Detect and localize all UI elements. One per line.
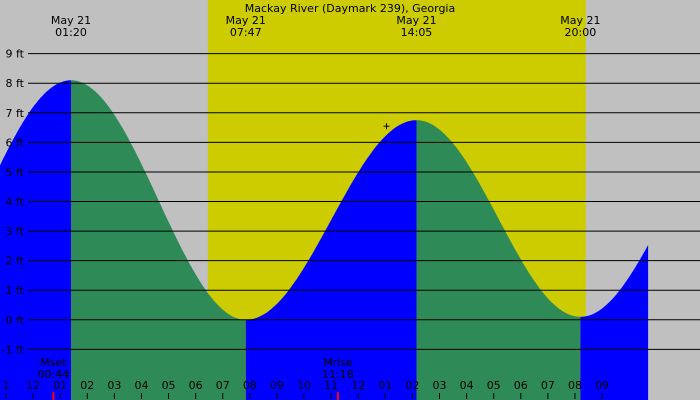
extreme-time-label: 07:47 (230, 26, 262, 39)
x-tick-label: 09 (270, 379, 284, 392)
x-tick-label: 06 (189, 379, 203, 392)
y-tick-label: 4 ft (6, 196, 25, 209)
y-tick-label: 9 ft (6, 48, 25, 61)
y-tick-label: 2 ft (6, 255, 25, 268)
y-tick-label: 5 ft (6, 166, 25, 179)
x-tick-label: 02 (405, 379, 419, 392)
x-tick-label: 03 (433, 379, 447, 392)
y-tick-labels: 9 ft 8 ft 7 ft 6 ft 5 ft 4 ft 3 ft 2 ft 1 ft 0 ft… (2, 48, 25, 357)
x-tick-label: 12 (26, 379, 40, 392)
x-tick-label: 01 (53, 379, 67, 392)
extreme-date-label: May 21 (51, 14, 91, 27)
x-tick-label: 02 (80, 379, 94, 392)
x-tick-label: 05 (487, 379, 501, 392)
extreme-date-label: May 21 (560, 14, 600, 27)
x-tick-label: 09 (595, 379, 609, 392)
x-tick-label: 04 (460, 379, 474, 392)
x-tick-label: 07 (541, 379, 555, 392)
x-tick-label: 12 (351, 379, 365, 392)
x-tick-label: 07 (216, 379, 230, 392)
extreme-time-label: 01:20 (55, 26, 87, 39)
x-tick-label: 1 (3, 379, 10, 392)
rising-tide-area (245, 120, 417, 400)
chart-title: Mackay River (Daymark 239), Georgia (245, 2, 455, 15)
extreme-time-label: 20:00 (565, 26, 597, 39)
x-tick-label: 06 (514, 379, 528, 392)
falling-tide-area (416, 120, 581, 400)
x-tick-label: 08 (243, 379, 257, 392)
x-tick-label: 01 (378, 379, 392, 392)
x-tick-labels: 1 12 01 02 03 04 05 06 07 08 09 10 11 12 01 02 03 04 05 06 0… (3, 379, 609, 399)
rising-tide-area (580, 245, 649, 400)
gridlines (28, 53, 700, 350)
y-tick-label: -1 ft (2, 343, 25, 356)
x-tick-label: 05 (162, 379, 176, 392)
x-tick-label: 08 (568, 379, 582, 392)
extreme-date-label: May 21 (226, 14, 266, 27)
x-tick-label: 04 (134, 379, 148, 392)
moon-event-label: Mrise (323, 356, 353, 369)
y-tick-label: 7 ft (6, 107, 25, 120)
x-tick-label: 03 (107, 379, 121, 392)
y-tick-label: 6 ft (6, 136, 25, 149)
y-tick-label: 1 ft (6, 284, 25, 297)
x-tick-label: 10 (297, 379, 311, 392)
y-tick-label: 8 ft (6, 77, 25, 90)
x-tick-label: 11 (324, 379, 338, 392)
y-tick-label: 3 ft (6, 225, 25, 238)
y-tick-label: 0 ft (6, 314, 25, 327)
moon-event-time: 11:18 (322, 368, 354, 381)
moon-event-time: 00:44 (38, 368, 70, 381)
moon-event-label: Mset (40, 356, 67, 369)
extreme-date-label: May 21 (396, 14, 436, 27)
extreme-time-label: 14:05 (401, 26, 433, 39)
